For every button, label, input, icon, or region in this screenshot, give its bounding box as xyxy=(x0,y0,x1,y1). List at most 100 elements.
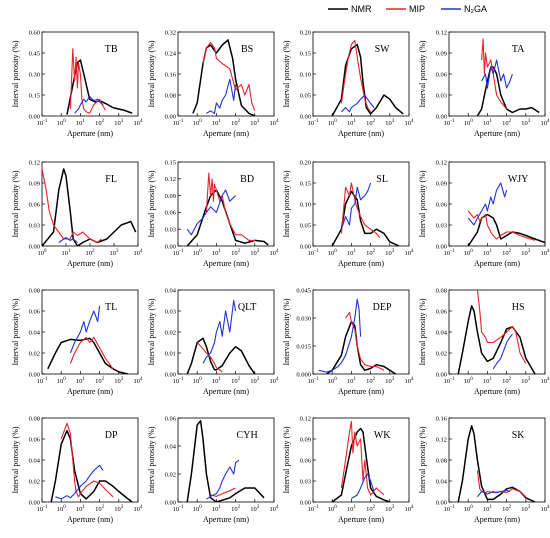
x-tick-label-sw: 104 xyxy=(405,119,415,127)
x-axis-title-bs: Aperture (nm) xyxy=(203,129,249,138)
panel-title-sl: SL xyxy=(376,174,388,185)
y-tick-label-sw: 0.15 xyxy=(300,50,311,57)
panel-dep: 10-1 100 101 102 103 104 0.000 0.015 0.030 0.045 A… xyxy=(282,287,414,396)
x-tick-label-hs: 101 xyxy=(483,377,493,385)
x-tick-label-bd: 100 xyxy=(193,249,203,257)
y-tick-label-hs: 0.06 xyxy=(436,308,448,315)
x-tick-label-ta: 101 xyxy=(483,119,493,127)
series-line-sl-nmr xyxy=(331,190,400,246)
x-tick-label-dp: 103 xyxy=(114,505,124,513)
x-tick-label-sk: 10-1 xyxy=(444,505,455,513)
y-tick-label-bd: 0.09 xyxy=(165,193,176,200)
y-tick-label-qlt: 0.03 xyxy=(165,308,176,315)
y-tick-label-sw: 0.20 xyxy=(300,29,311,36)
series-line-hs-nmr xyxy=(457,305,536,374)
x-tick-label-fl: 101 xyxy=(62,249,72,257)
series-line-sw-nga xyxy=(341,94,375,113)
y-tick-label-cyh: 0.06 xyxy=(165,415,177,422)
x-tick-label-cyh: 100 xyxy=(193,505,203,513)
x-tick-label-tb: 10-1 xyxy=(37,119,48,127)
panel-tl: 10-1 100 101 102 103 104 0.00 0.02 0.04 0.06 0.08 A… xyxy=(11,287,143,396)
y-tick-label-tb: 0.60 xyxy=(29,29,40,36)
series-line-tl-mip xyxy=(69,336,114,370)
x-tick-label-bd: 102 xyxy=(231,249,241,257)
y-tick-label-qlt: 0.01 xyxy=(165,350,176,357)
y-tick-label-tl: 0.08 xyxy=(29,287,40,294)
x-tick-label-sl: 10-1 xyxy=(308,249,319,257)
y-tick-label-tb: 0.30 xyxy=(29,71,40,78)
x-axis-title-bd: Aperture (nm) xyxy=(203,259,249,268)
y-tick-label-tl: 0.04 xyxy=(29,329,41,336)
y-tick-label-sl: 0.10 xyxy=(300,201,311,208)
x-tick-label-hs: 104 xyxy=(541,377,550,385)
y-tick-label-sw: 0.05 xyxy=(300,92,311,99)
x-axis-title-wjy: Aperture (nm) xyxy=(474,259,520,268)
x-tick-label-bs: 101 xyxy=(212,119,222,127)
x-tick-label-sl: 103 xyxy=(385,249,395,257)
y-tick-label-wk: 0.00 xyxy=(300,499,311,506)
x-tick-label-hs: 103 xyxy=(521,377,531,385)
series-line-tl-nmr xyxy=(47,337,129,374)
x-axis-title-cyh: Aperture (nm) xyxy=(203,515,249,524)
x-tick-label-sw: 103 xyxy=(385,119,395,127)
x-tick-label-dep: 103 xyxy=(385,377,395,385)
y-tick-label-fl: 0.12 xyxy=(29,159,40,166)
y-tick-label-fl: 0.00 xyxy=(29,243,40,250)
x-tick-label-cyh: 104 xyxy=(270,505,280,513)
panel-dp: 10-1 100 101 102 103 104 0.00 0.02 0.04 0.06 0.08 A… xyxy=(11,415,143,524)
x-tick-label-qlt: 101 xyxy=(212,377,222,385)
y-tick-label-sw: 0.10 xyxy=(300,71,311,78)
panel-fl: 100 101 102 103 104 0.00 0.03 0.06 0.09 0.12 Apert… xyxy=(11,159,143,268)
legend: NMR MIP N₂GA xyxy=(328,4,487,14)
y-tick-label-hs: 0.00 xyxy=(436,371,447,378)
y-tick-label-bd: 0.15 xyxy=(165,159,176,166)
x-tick-label-sw: 102 xyxy=(366,119,376,127)
x-tick-label-sk: 103 xyxy=(521,505,531,513)
panel-bd: 10-1 100 101 102 103 104 0.00 0.03 0.06 0.09 0.12 0… xyxy=(147,159,279,268)
series-line-dp-mip xyxy=(60,422,114,498)
y-axis-title-bd: Interval porosity (%) xyxy=(147,170,156,237)
y-tick-label-bs: 0.00 xyxy=(165,113,176,120)
y-tick-label-ta: 0.12 xyxy=(436,29,447,36)
x-tick-label-sl: 104 xyxy=(405,249,415,257)
panel-title-sk: SK xyxy=(512,430,526,441)
x-tick-label-ta: 10-1 xyxy=(444,119,455,127)
x-tick-label-qlt: 103 xyxy=(250,377,259,385)
series-line-sw-nmr xyxy=(331,43,404,116)
x-tick-label-qlt: 100 xyxy=(193,377,203,385)
legend-label-mip: MIP xyxy=(409,4,425,14)
x-tick-label-tl: 103 xyxy=(114,377,124,385)
x-tick-label-qlt: 10-1 xyxy=(173,377,184,385)
series-line-dep-nmr xyxy=(325,320,397,374)
x-tick-label-sl: 101 xyxy=(347,249,357,257)
y-tick-label-ta: 0.09 xyxy=(436,50,447,57)
series-line-fl-nmr xyxy=(42,168,137,246)
panel-tb: 10-1 100 101 102 103 104 0.00 0.15 0.30 0.45 0.60 A… xyxy=(11,29,143,138)
x-tick-label-bd: 103 xyxy=(250,249,259,257)
series-line-tb-nga xyxy=(74,95,104,114)
series-line-qlt-nga xyxy=(202,299,237,364)
series-line-tb-nmr xyxy=(66,59,133,115)
x-tick-label-wjy: 103 xyxy=(521,249,531,257)
y-axis-title-sk: Interval porosity (%) xyxy=(418,426,427,493)
plot-frame-dp xyxy=(41,417,139,503)
panel-title-cyh: CYH xyxy=(237,430,258,441)
y-tick-label-dp: 0.06 xyxy=(29,436,41,443)
x-tick-label-fl: 102 xyxy=(86,249,96,257)
series-line-dp-nga xyxy=(55,464,104,500)
y-axis-title-wk: Interval porosity (%) xyxy=(282,426,291,493)
y-tick-label-dep: 0.015 xyxy=(296,343,311,350)
y-axis-title-sl: Interval porosity (%) xyxy=(282,170,291,237)
x-tick-label-tb: 104 xyxy=(134,119,144,127)
x-axis-title-fl: Aperture (nm) xyxy=(67,259,113,268)
series-line-bs-nga xyxy=(206,78,237,114)
y-axis-title-hs: Interval porosity (%) xyxy=(418,298,427,365)
x-axis-title-tb: Aperture (nm) xyxy=(67,129,113,138)
y-tick-label-bd: 0.06 xyxy=(165,210,177,217)
y-tick-label-hs: 0.08 xyxy=(436,287,447,294)
x-tick-label-dep: 101 xyxy=(347,377,357,385)
y-tick-label-tl: 0.06 xyxy=(29,308,41,315)
panel-title-wk: WK xyxy=(374,430,391,441)
y-tick-label-wjy: 0.12 xyxy=(436,159,447,166)
